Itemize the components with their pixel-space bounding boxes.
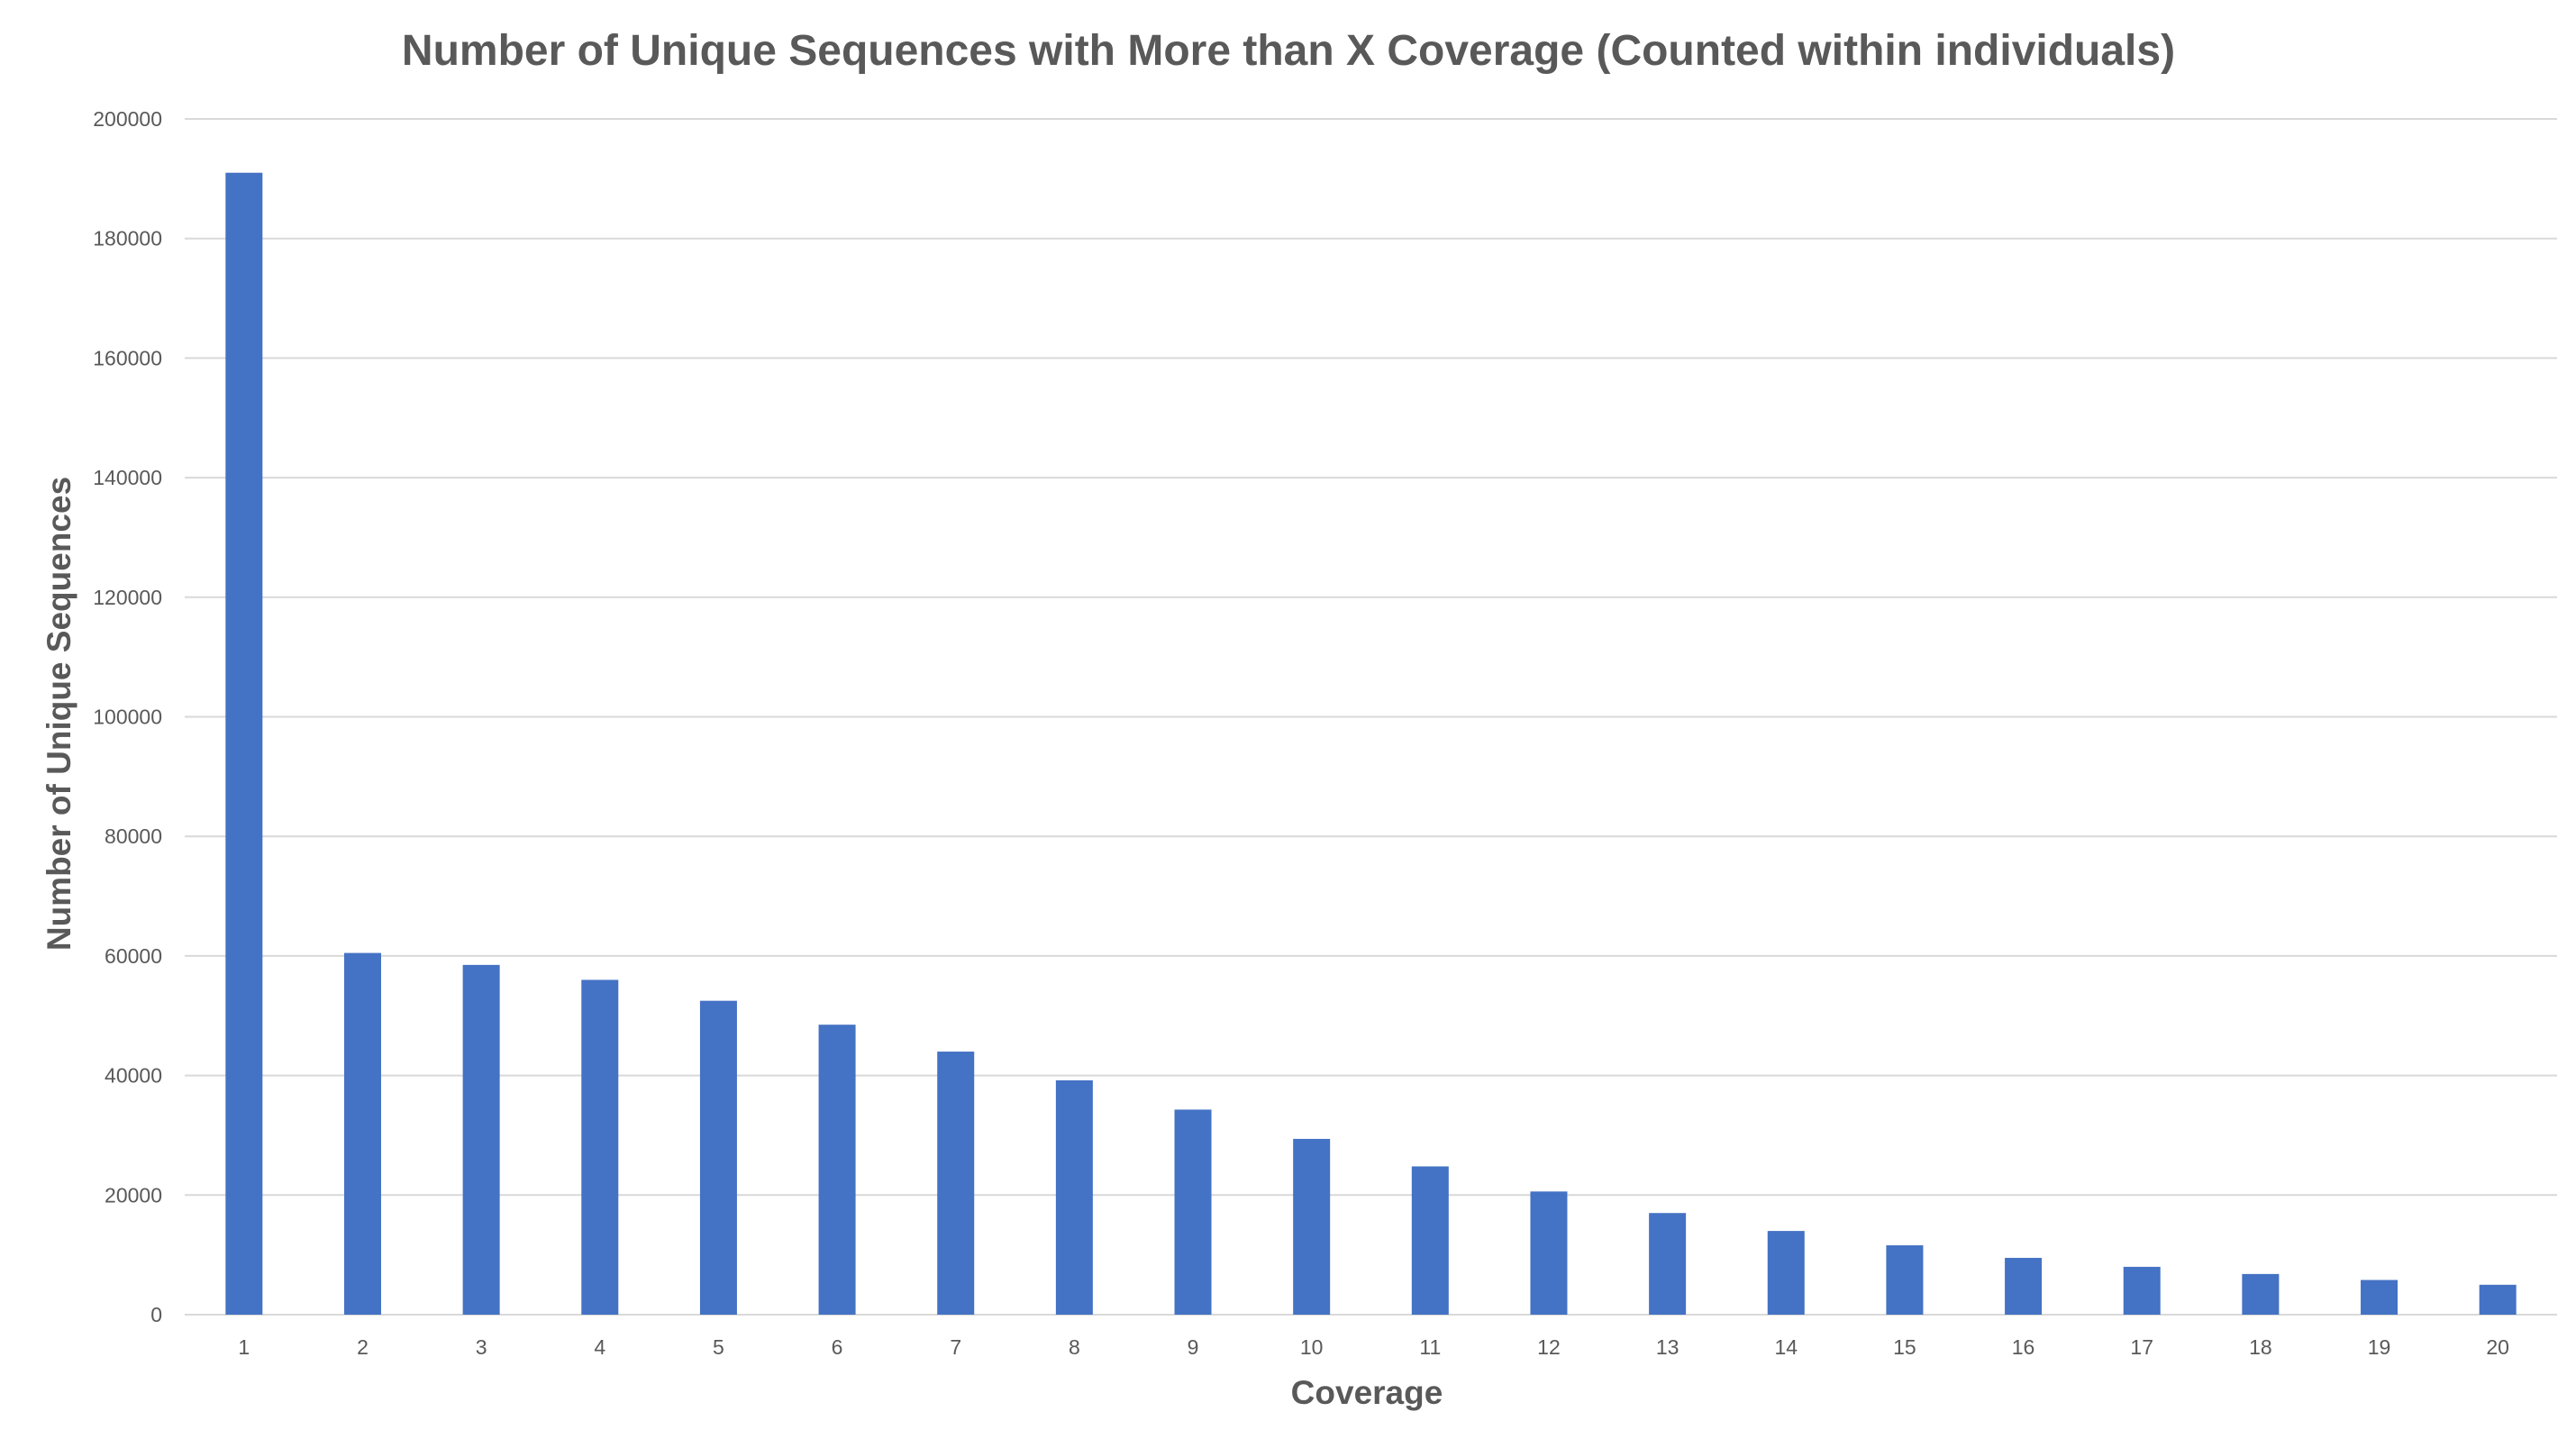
y-tick-label: 20000 [105,1183,162,1207]
bar [1411,1166,1449,1315]
x-tick-label: 19 [2368,1335,2391,1359]
y-tick-label: 40000 [105,1064,162,1088]
y-tick-label: 160000 [93,346,162,369]
x-tick-label: 14 [1774,1335,1798,1359]
x-tick-label: 1 [238,1335,250,1359]
x-tick-label: 13 [1656,1335,1679,1359]
bar [699,1000,737,1315]
bar [2123,1266,2161,1315]
bar [2005,1257,2043,1315]
x-tick-label: 9 [1188,1335,1199,1359]
y-tick-label: 180000 [93,227,162,250]
y-tick-label: 60000 [105,944,162,968]
y-tick-label: 140000 [93,466,162,489]
x-tick-label: 17 [2130,1335,2153,1359]
bar [818,1025,856,1315]
bars [225,172,2517,1316]
x-axis-ticks: 1 2 3 4 5 6 7 8 9 10 11 12 13 14 15 16 17 18 19 20 [238,1335,2509,1359]
bar [1767,1231,1805,1315]
x-tick-label: 4 [594,1335,605,1359]
x-tick-label: 11 [1419,1335,1441,1359]
x-tick-label: 3 [476,1335,487,1359]
bar [2479,1284,2517,1315]
y-tick-label: 80000 [105,824,162,848]
bar [1649,1213,1687,1315]
y-tick-label: 120000 [93,586,162,609]
x-axis-title: Coverage [1291,1374,1443,1411]
bar [1055,1079,1093,1315]
chart-title: Number of Unique Sequences with More tha… [402,27,2175,75]
bar [1886,1245,1924,1315]
x-tick-label: 8 [1069,1335,1080,1359]
x-tick-label: 12 [1537,1335,1561,1359]
x-tick-label: 5 [713,1335,724,1359]
bar [2361,1280,2399,1315]
y-tick-label: 200000 [93,107,162,131]
x-tick-label: 16 [2012,1335,2035,1359]
x-tick-label: 10 [1300,1335,1324,1359]
bar [343,952,381,1315]
y-axis-title: Number of Unique Sequences [41,477,77,951]
gridlines [185,118,2557,1316]
x-tick-label: 18 [2249,1335,2272,1359]
bar [462,964,500,1315]
bar [1530,1191,1568,1315]
bar [581,979,619,1315]
x-tick-label: 20 [2486,1335,2509,1359]
x-tick-label: 15 [1893,1335,1916,1359]
x-tick-label: 7 [950,1335,961,1359]
bar [225,172,263,1316]
bar [1293,1138,1331,1315]
bar [2242,1273,2280,1315]
x-tick-label: 2 [357,1335,369,1359]
y-tick-label: 100000 [93,706,162,729]
bar [1174,1109,1212,1315]
y-axis-ticks: 0 20000 40000 60000 80000 100000 120000 140000 1… [93,107,162,1326]
y-tick-label: 0 [150,1303,162,1326]
x-tick-label: 6 [832,1335,843,1359]
bar [937,1052,975,1315]
